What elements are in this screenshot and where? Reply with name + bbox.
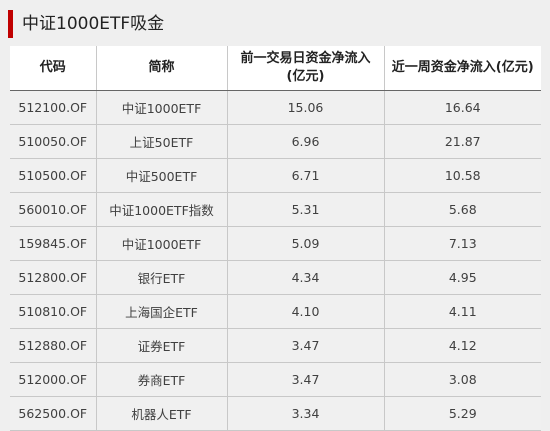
header-daily-inflow: 前一交易日资金净流入(亿元) (226, 46, 384, 91)
cell-name: 中证500ETF (95, 158, 227, 193)
cell-daily-inflow: 4.10 (226, 294, 384, 329)
cell-code: 512880.OF (10, 328, 96, 363)
title-accent-bar (8, 10, 13, 38)
cell-weekly-inflow: 4.95 (383, 260, 541, 295)
cell-name: 证券ETF (95, 328, 227, 363)
cell-name: 银行ETF (95, 260, 227, 295)
table-row: 159845.OF 中证1000ETF 5.09 7.13 (10, 226, 541, 261)
title-bar: 中证1000ETF吸金 (8, 10, 540, 38)
table-row: 512800.OF 银行ETF 4.34 4.95 (10, 260, 541, 295)
table-row: 512000.OF 券商ETF 3.47 3.08 (10, 362, 541, 397)
cell-weekly-inflow: 10.58 (383, 158, 541, 193)
fund-flow-table: 代码 简称 前一交易日资金净流入(亿元) 近一周资金净流入(亿元) 512100… (10, 46, 541, 431)
cell-code: 510810.OF (10, 294, 96, 329)
cell-weekly-inflow: 3.08 (383, 362, 541, 397)
cell-daily-inflow: 5.31 (226, 192, 384, 227)
cell-daily-inflow: 15.06 (226, 90, 384, 125)
table-row: 510810.OF 上海国企ETF 4.10 4.11 (10, 294, 541, 329)
cell-name: 机器人ETF (95, 396, 227, 431)
cell-daily-inflow: 3.34 (226, 396, 384, 431)
cell-code: 562500.OF (10, 396, 96, 431)
cell-code: 512000.OF (10, 362, 96, 397)
cell-daily-inflow: 6.71 (226, 158, 384, 193)
cell-daily-inflow: 4.34 (226, 260, 384, 295)
header-weekly-inflow: 近一周资金净流入(亿元) (383, 46, 541, 91)
table-container: 代码 简称 前一交易日资金净流入(亿元) 近一周资金净流入(亿元) 512100… (10, 46, 541, 431)
cell-code: 560010.OF (10, 192, 96, 227)
cell-weekly-inflow: 5.68 (383, 192, 541, 227)
cell-weekly-inflow: 4.11 (383, 294, 541, 329)
table-row: 512880.OF 证券ETF 3.47 4.12 (10, 328, 541, 363)
table-body: 512100.OF 中证1000ETF 15.06 16.64 510050.OF 上证5… (10, 90, 541, 431)
cell-code: 159845.OF (10, 226, 96, 261)
cell-name: 中证1000ETF (95, 226, 227, 261)
cell-name: 上海国企ETF (95, 294, 227, 329)
table-row: 510500.OF 中证500ETF 6.71 10.58 (10, 158, 541, 193)
cell-name: 中证1000ETF (95, 90, 227, 125)
table-row: 512100.OF 中证1000ETF 15.06 16.64 (10, 90, 541, 125)
cell-name: 券商ETF (95, 362, 227, 397)
cell-code: 512800.OF (10, 260, 96, 295)
header-name: 简称 (95, 46, 227, 91)
cell-weekly-inflow: 4.12 (383, 328, 541, 363)
table-row: 562500.OF 机器人ETF 3.34 5.29 (10, 396, 541, 431)
cell-weekly-inflow: 5.29 (383, 396, 541, 431)
cell-code: 510500.OF (10, 158, 96, 193)
cell-daily-inflow: 6.96 (226, 124, 384, 159)
table-row: 560010.OF 中证1000ETF指数 5.31 5.68 (10, 192, 541, 227)
cell-code: 512100.OF (10, 90, 96, 125)
cell-weekly-inflow: 16.64 (383, 90, 541, 125)
cell-daily-inflow: 5.09 (226, 226, 384, 261)
cell-weekly-inflow: 21.87 (383, 124, 541, 159)
cell-daily-inflow: 3.47 (226, 362, 384, 397)
header-code: 代码 (10, 46, 96, 91)
cell-code: 510050.OF (10, 124, 96, 159)
table-header-row: 代码 简称 前一交易日资金净流入(亿元) 近一周资金净流入(亿元) (10, 46, 541, 91)
cell-weekly-inflow: 7.13 (383, 226, 541, 261)
cell-name: 上证50ETF (95, 124, 227, 159)
table-row: 510050.OF 上证50ETF 6.96 21.87 (10, 124, 541, 159)
page-title: 中证1000ETF吸金 (22, 14, 165, 34)
cell-name: 中证1000ETF指数 (95, 192, 227, 227)
cell-daily-inflow: 3.47 (226, 328, 384, 363)
